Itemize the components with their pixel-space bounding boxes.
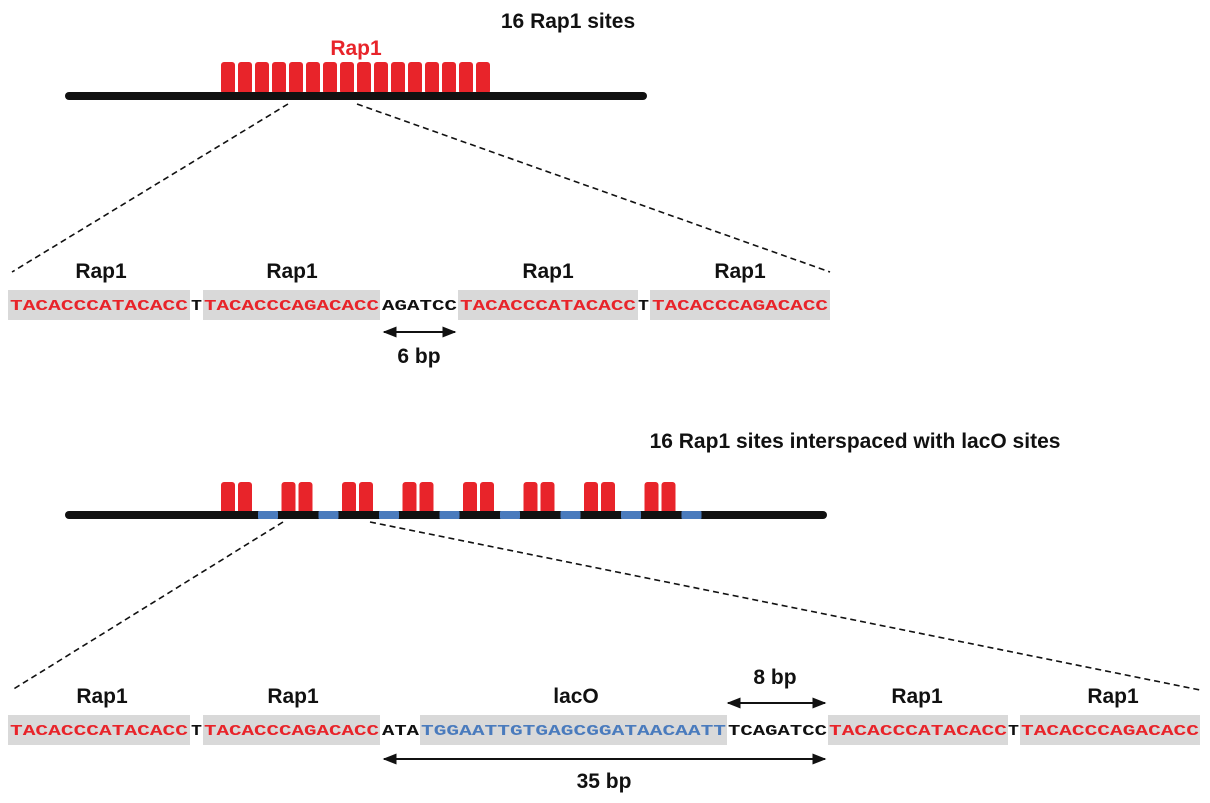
top-rap1-site-bg-1 [8,290,190,320]
bottom-laco-site [500,511,520,519]
bottom-site-label-4: Rap1 [1087,685,1139,708]
top-rap1-site-bg-3 [458,290,638,320]
top-seq-rap1-d: TACACCCAGACACC [652,298,828,315]
top-zoom-line-left [11,103,289,273]
top-rap1-site [374,62,388,94]
top-rap1-site [340,62,354,94]
bottom-laco-site [318,511,339,519]
bottom-laco-site-bg [420,715,727,745]
bottom-seq-laco: TGGAATTGTGAGCGGATAACAATT [421,723,726,740]
top-site-label-1: Rap1 [75,260,127,283]
top-site-label-4: Rap1 [714,260,766,283]
bottom-rap1-site [661,482,676,514]
bottom-rap1-site-bg-3 [828,715,1008,745]
bottom-rap1-site [480,482,494,514]
top-site-label-2: Rap1 [266,260,318,283]
bottom-rap1-site-bg-4 [1020,715,1200,745]
top-dna-backbone [65,92,647,100]
top-rap1-site-cluster [221,62,490,94]
bottom-laco-site [681,511,702,519]
top-cluster-label: Rap1 [330,37,382,60]
bottom-rap1-site [419,482,434,514]
top-spacing-label: 6 bp [397,345,440,368]
bottom-rap1-site [463,482,477,514]
bottom-site-label-1: Rap1 [76,685,128,708]
bottom-site-label-laco: lacO [553,685,599,708]
bottom-site-label-3: Rap1 [891,685,943,708]
top-rap1-site [238,62,252,94]
top-seq-linker-2: T [638,298,649,315]
bottom-laco-site [258,511,278,519]
bottom-rap1-site-cluster [221,482,676,514]
top-rap1-site [272,62,286,94]
top-rap1-site [289,62,303,94]
bottom-seq-rap1-c: TACACCCATACACC [829,723,1007,740]
bottom-rap1-site [644,482,659,514]
top-seq-rap1-a: TACACCCATACACC [10,298,188,315]
bottom-seq-rap1-d: TACACCCAGACACC [1021,723,1199,740]
bottom-spacing-short-label: 8 bp [753,666,796,689]
bottom-seq-post-laco: TCAGATCC [728,723,827,740]
bottom-seq-linker-2: T [1008,723,1019,740]
bottom-seq-rap1-b: TACACCCAGACACC [204,723,379,740]
bottom-rap1-site [221,482,235,514]
bottom-seq-pre-laco: ATA [382,723,419,740]
bottom-rap1-site [523,482,538,514]
bottom-rap1-site-bg-2 [203,715,380,745]
bottom-seq-linker: T [191,723,202,740]
top-zoom-line-right [356,103,831,273]
top-rap1-site-bg-2 [203,290,380,320]
bottom-rap1-site [298,482,313,514]
top-seq-linker: T [191,298,202,315]
top-seq-spacer: AGATCC [382,298,457,315]
top-rap1-site [459,62,473,94]
bottom-zoom-line-left [11,521,284,691]
bottom-panel-title: 16 Rap1 sites interspaced with lacO site… [650,430,1061,453]
top-rap1-site [476,62,490,94]
top-rap1-site-bg-4 [650,290,830,320]
bottom-rap1-site-bg-1 [8,715,190,745]
bottom-rap1-site [601,482,615,514]
bottom-site-label-2: Rap1 [267,685,319,708]
top-seq-rap1-c: TACACCCATACACC [460,298,636,315]
top-rap1-site [442,62,456,94]
bottom-laco-site-cluster [258,511,702,519]
top-seq-rap1-b: TACACCCAGACACC [204,298,379,315]
bottom-rap1-site [238,482,252,514]
bottom-rap1-site [342,482,356,514]
bottom-laco-site [439,511,460,519]
bottom-zoom-line-right [369,521,1201,691]
bottom-rap1-site [584,482,598,514]
bottom-rap1-site [402,482,417,514]
bottom-rap1-site [540,482,555,514]
top-panel-title: 16 Rap1 sites [501,10,635,33]
bottom-laco-site [621,511,641,519]
top-rap1-site [323,62,337,94]
top-rap1-site [221,62,235,94]
bottom-laco-site [560,511,581,519]
top-rap1-site [391,62,405,94]
bottom-rap1-site [359,482,373,514]
bottom-seq-rap1-a: TACACCCATACACC [10,723,188,740]
top-rap1-site [357,62,371,94]
top-rap1-site [306,62,320,94]
bottom-spacing-long-label: 35 bp [577,770,632,793]
top-rap1-site [425,62,439,94]
bottom-laco-site [379,511,399,519]
top-rap1-site [255,62,269,94]
top-rap1-site [408,62,422,94]
top-site-label-3: Rap1 [522,260,574,283]
bottom-rap1-site [281,482,296,514]
